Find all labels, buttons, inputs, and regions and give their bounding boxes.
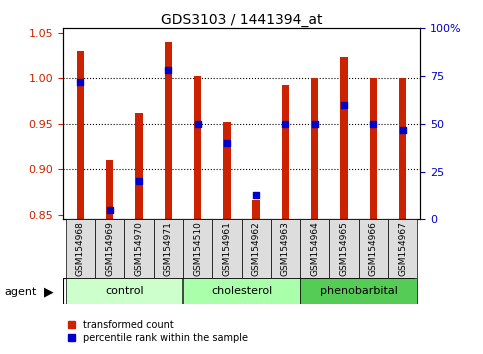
- Point: [194, 121, 201, 127]
- FancyBboxPatch shape: [154, 219, 183, 278]
- Bar: [223, 122, 230, 219]
- Point: [369, 121, 377, 127]
- Text: GSM154962: GSM154962: [252, 221, 261, 276]
- Point: [135, 178, 143, 184]
- Text: GSM154965: GSM154965: [340, 221, 349, 276]
- Point: [164, 68, 172, 73]
- Point: [76, 79, 84, 85]
- Bar: [194, 76, 201, 219]
- Text: agent: agent: [5, 287, 37, 297]
- Bar: [106, 160, 114, 219]
- Point: [106, 207, 114, 213]
- FancyBboxPatch shape: [300, 219, 329, 278]
- Bar: [165, 42, 172, 219]
- Text: GSM154969: GSM154969: [105, 221, 114, 276]
- Point: [399, 127, 407, 132]
- Text: GSM154961: GSM154961: [222, 221, 231, 276]
- FancyBboxPatch shape: [183, 278, 299, 304]
- FancyBboxPatch shape: [242, 219, 271, 278]
- Text: GSM154510: GSM154510: [193, 221, 202, 276]
- FancyBboxPatch shape: [359, 219, 388, 278]
- Bar: [135, 113, 142, 219]
- FancyBboxPatch shape: [300, 278, 417, 304]
- Bar: [311, 78, 318, 219]
- Point: [252, 192, 260, 198]
- FancyBboxPatch shape: [66, 219, 95, 278]
- Text: phenobarbital: phenobarbital: [320, 286, 398, 296]
- Text: GSM154964: GSM154964: [310, 221, 319, 276]
- FancyBboxPatch shape: [95, 219, 124, 278]
- FancyBboxPatch shape: [124, 219, 154, 278]
- Text: ▶: ▶: [43, 286, 53, 298]
- Bar: [341, 57, 348, 219]
- FancyBboxPatch shape: [183, 219, 212, 278]
- FancyBboxPatch shape: [329, 219, 359, 278]
- Text: GSM154963: GSM154963: [281, 221, 290, 276]
- Text: GSM154971: GSM154971: [164, 221, 173, 276]
- FancyBboxPatch shape: [388, 219, 417, 278]
- Text: GSM154968: GSM154968: [76, 221, 85, 276]
- Text: GSM154966: GSM154966: [369, 221, 378, 276]
- Bar: [369, 78, 377, 219]
- Point: [223, 140, 231, 146]
- Title: GDS3103 / 1441394_at: GDS3103 / 1441394_at: [161, 13, 322, 27]
- Bar: [77, 51, 84, 219]
- Point: [311, 121, 319, 127]
- Bar: [399, 78, 406, 219]
- FancyBboxPatch shape: [271, 219, 300, 278]
- Point: [340, 102, 348, 108]
- Text: cholesterol: cholesterol: [211, 286, 272, 296]
- Legend: transformed count, percentile rank within the sample: transformed count, percentile rank withi…: [68, 320, 248, 343]
- Point: [282, 121, 289, 127]
- Text: control: control: [105, 286, 143, 296]
- Text: GSM154970: GSM154970: [134, 221, 143, 276]
- Bar: [282, 85, 289, 219]
- FancyBboxPatch shape: [212, 219, 242, 278]
- Text: GSM154967: GSM154967: [398, 221, 407, 276]
- FancyBboxPatch shape: [66, 278, 182, 304]
- Bar: [253, 200, 260, 219]
